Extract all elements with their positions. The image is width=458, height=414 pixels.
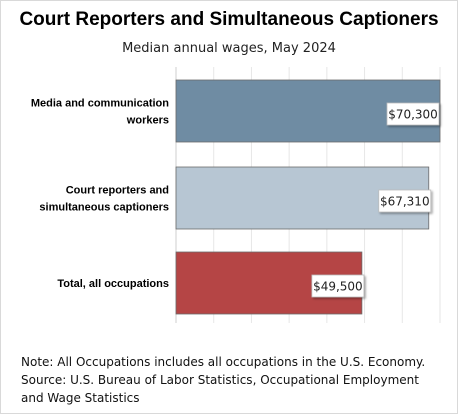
category-label: Media and communication [31,98,169,110]
category-label: Court reporters and [66,185,169,197]
bar-chart: Media and communication workers $70,300 Cou… [31,67,441,323]
category-label: simultaneous captioners [39,202,169,214]
value-label-box [386,102,440,126]
value-label: $70,300 [388,108,438,122]
value-label: $49,500 [313,280,363,294]
value-label-box [378,189,432,213]
chart-subtitle: Median annual wages, May 2024 [122,41,336,56]
source-text: Source: U.S. Bureau of Labor Statistics,… [21,373,419,405]
chart-notes: Note: All Occupations includes all occup… [21,353,441,407]
note-text: Note: All Occupations includes all occup… [21,355,426,369]
value-label: $67,310 [380,195,430,209]
category-label: workers [126,115,169,127]
value-label-box [311,274,365,298]
category-label: Total, all occupations [57,278,169,290]
bar [175,166,430,230]
chart-title: Court Reporters and Simultaneous Caption… [19,9,439,30]
